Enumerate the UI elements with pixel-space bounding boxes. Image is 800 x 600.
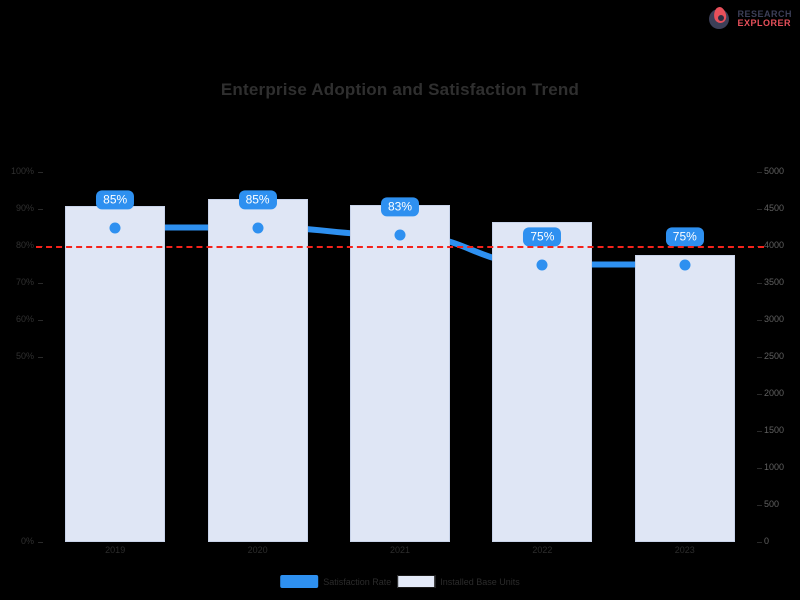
bar-2023 [634, 254, 735, 542]
chart-legend: Satisfaction Rate Installed Base Units [274, 572, 526, 591]
y-axis-tick [38, 209, 43, 210]
y2-axis-tick [757, 209, 762, 210]
bar-2019 [65, 206, 166, 542]
legend-swatch-bar [397, 575, 436, 588]
y-axis-tick [38, 357, 43, 358]
chart-title: Enterprise Adoption and Satisfaction Tre… [220, 80, 580, 99]
y2-axis-label: 5000 [764, 166, 785, 176]
y2-axis-label: 500 [764, 499, 780, 509]
x-axis-label-2020: 2020 [247, 545, 268, 555]
y2-axis-label: 0 [764, 536, 770, 546]
droplet-circle-icon [707, 6, 733, 32]
x-axis-label-2019: 2019 [105, 545, 126, 555]
y-axis-label: 60% [15, 314, 34, 324]
y2-axis-tick [757, 172, 762, 173]
y2-axis-tick [757, 431, 762, 432]
x-axis-label-2021: 2021 [389, 545, 411, 555]
brand-logo: RESEARCH EXPLORER [707, 4, 792, 34]
bar-2021 [350, 205, 450, 542]
y2-axis-tick [757, 320, 762, 321]
y2-axis-label: 4500 [764, 203, 785, 213]
y-axis-tick [38, 172, 43, 173]
y-axis-tick [38, 542, 43, 543]
y2-axis-label: 1000 [764, 462, 785, 472]
y2-axis-label: 4000 [764, 240, 785, 250]
legend-item[interactable]: Installed Base Units [397, 575, 520, 588]
data-point-2021 [394, 229, 406, 241]
y2-axis-tick [757, 283, 762, 284]
y2-axis-label: 1500 [764, 425, 785, 435]
y2-axis-tick [757, 357, 762, 358]
data-label-2023: 75% [665, 226, 704, 247]
data-point-2020 [252, 222, 264, 233]
reference-line [36, 246, 764, 248]
bar-2020 [207, 199, 308, 542]
y-axis-label: 50% [15, 351, 34, 361]
x-axis-label-2022: 2022 [532, 545, 553, 555]
x-axis-label-2023: 2023 [674, 545, 695, 555]
y-axis-label: 90% [15, 203, 34, 213]
y2-axis-tick [757, 542, 762, 543]
data-label-2019: 85% [96, 189, 135, 210]
logo-line1: RESEARCH [737, 9, 792, 19]
y2-axis-label: 3500 [764, 277, 785, 287]
legend-item[interactable]: Satisfaction Rate [280, 575, 391, 588]
logo-line2: EXPLORER [737, 18, 791, 28]
data-label-2021: 83% [380, 197, 420, 217]
data-point-2023 [679, 259, 691, 270]
y-axis-label: 0% [20, 536, 34, 546]
y2-axis-label: 2500 [764, 351, 785, 361]
data-label-2020: 85% [238, 189, 277, 210]
legend-label: Installed Base Units [440, 576, 520, 587]
data-label-2022: 75% [523, 226, 562, 247]
legend-swatch-line [280, 575, 319, 588]
data-point-2019 [109, 222, 121, 233]
plot-area: 85% 85% 83% 75% 75% [44, 172, 756, 542]
y-axis-tick [38, 320, 43, 321]
y2-axis-label: 3000 [764, 314, 785, 324]
y2-axis-tick [757, 505, 762, 506]
legend-label: Satisfaction Rate [323, 576, 392, 587]
y2-axis-tick [757, 468, 762, 469]
y2-axis-label: 2000 [764, 388, 785, 398]
y2-axis-tick [757, 394, 762, 395]
y-axis-label: 80% [15, 240, 34, 250]
data-point-2022 [536, 259, 548, 270]
bar-2022 [492, 221, 593, 542]
y-axis-label: 70% [15, 277, 34, 287]
y-axis-tick [38, 283, 43, 284]
y-axis-label: 100% [10, 166, 34, 176]
